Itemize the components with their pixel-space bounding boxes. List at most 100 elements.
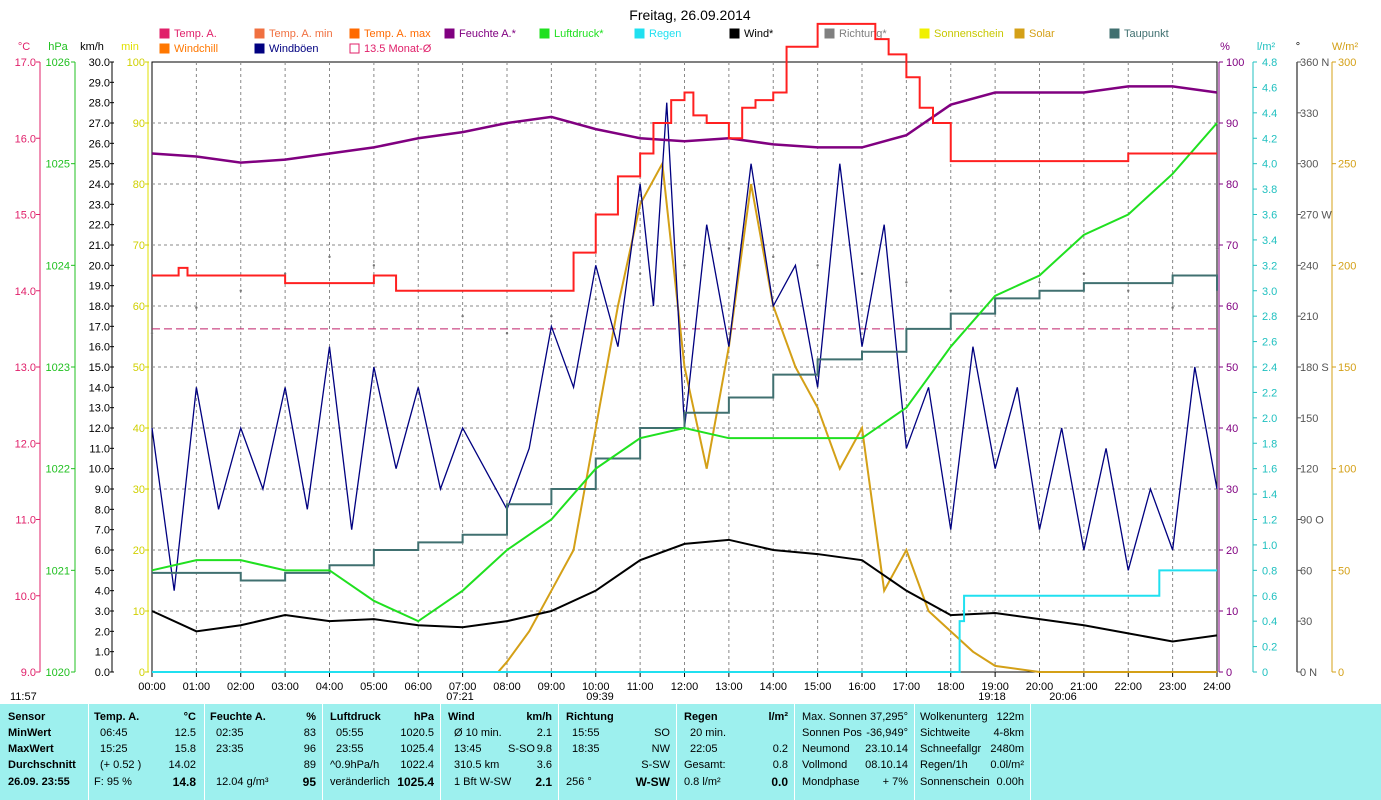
direction-point xyxy=(505,331,509,335)
rain-tick-label: 0.4 xyxy=(1262,616,1277,628)
fullmoon-label: Vollmond xyxy=(802,759,848,771)
chart-title: Freitag, 26.09.2014 xyxy=(629,7,751,23)
rain-tick-label: 1.0 xyxy=(1262,540,1277,552)
deg-tick-label: 60 xyxy=(1300,565,1312,577)
rain-tick-label: 2.0 xyxy=(1262,413,1277,425)
time-tick-label: 11:00 xyxy=(627,681,654,693)
humidity-max-time: 23:35 xyxy=(216,743,244,755)
temp-tick-label: 11.0 xyxy=(15,515,36,527)
right-axis-unit: % xyxy=(1220,41,1230,53)
temp-max-value: 15.8 xyxy=(174,743,196,755)
direction-point xyxy=(638,272,642,276)
legend-label: Temp. A. min xyxy=(269,28,333,40)
hpa-tick-label: 1026 xyxy=(46,57,70,69)
pressure-footer-label: veränderlich xyxy=(330,776,390,788)
pressure-min-value: 1020.5 xyxy=(400,727,434,739)
kmh-tick-label: 1.0 xyxy=(95,647,110,659)
pct-tick-label: 50 xyxy=(1226,362,1238,374)
direction-point xyxy=(461,314,464,318)
direction-point xyxy=(727,247,731,250)
rain-tick-label: 4.6 xyxy=(1262,82,1277,94)
sun-max-value: 37,295° xyxy=(869,711,908,723)
rain-total-label: Gesamt: xyxy=(684,759,726,771)
wind-max-value: 9.8 xyxy=(536,743,552,755)
kmh-tick-label: 2.0 xyxy=(95,626,110,638)
time-tick-label: 19:00 xyxy=(981,681,1009,693)
rain-r2-label: 22:05 xyxy=(690,743,718,755)
min-tick-label: 60 xyxy=(133,301,145,313)
rain-tick-label: 4.2 xyxy=(1262,133,1277,145)
right-axis-unit: W/m² xyxy=(1332,41,1359,53)
wind-distance: 310.5 km xyxy=(454,759,500,771)
humidity-max-value: 96 xyxy=(303,743,316,755)
time-tick-label: 04:00 xyxy=(316,681,344,693)
kmh-tick-label: 10.0 xyxy=(89,464,110,476)
pressure-avg-value: 1022.4 xyxy=(400,759,434,771)
time-tick-label: 20:00 xyxy=(1026,681,1054,693)
hpa-tick-label: 1024 xyxy=(46,260,70,272)
rain-tick-label: 0 xyxy=(1262,667,1268,679)
left-axis-unit: km/h xyxy=(80,41,104,53)
left-axis-unit: °C xyxy=(18,41,30,53)
deg-tick-label: 240 xyxy=(1300,260,1318,272)
kmh-tick-label: 4.0 xyxy=(95,586,110,598)
update-time: 11:57 xyxy=(10,691,37,703)
pressure-max-value: 1025.4 xyxy=(400,743,434,755)
deg-tick-label: 120 xyxy=(1300,464,1318,476)
time-tick-label: 10:00 xyxy=(582,681,610,693)
direction-point xyxy=(905,281,908,284)
wind-avg-value: 2.1 xyxy=(536,727,552,739)
temp-column: Temp. A. °C 06:45 12.5 15:25 15.8 (+ 0.5… xyxy=(88,704,204,800)
min-tick-label: 90 xyxy=(133,118,145,130)
pct-tick-label: 100 xyxy=(1226,57,1244,69)
left-axis-unit: hPa xyxy=(48,41,68,53)
time-tick-label: 23:00 xyxy=(1159,681,1187,693)
wm2-tick-label: 100 xyxy=(1338,464,1356,476)
divider xyxy=(88,704,89,800)
temp-tick-label: 16.0 xyxy=(15,133,36,145)
rain-line xyxy=(152,569,1217,673)
legend-label: Temp. A. xyxy=(174,28,217,40)
rain-tick-label: 1.6 xyxy=(1262,464,1277,476)
humidity-line xyxy=(151,85,1218,164)
dewpoint-line xyxy=(152,274,1218,582)
pct-tick-label: 80 xyxy=(1226,179,1238,191)
legend-label: Taupunkt xyxy=(1124,28,1169,40)
pressure-unit: hPa xyxy=(413,711,434,723)
humidity-unit: % xyxy=(306,711,316,723)
extra-column: Wolkenunterg 122m Sichtweite 4-8km Schne… xyxy=(914,704,1030,800)
wm2-tick-label: 50 xyxy=(1338,565,1350,577)
legend-swatch xyxy=(539,28,550,39)
hpa-tick-label: 1022 xyxy=(46,464,70,476)
temp-min-time: 06:45 xyxy=(100,727,128,739)
direction-column: Richtung 15:55 SO 18:35 NW S-SW 256 ° W-… xyxy=(558,704,676,800)
kmh-tick-label: 28.0 xyxy=(89,98,110,110)
divider xyxy=(322,704,323,800)
temp-avg-value: 14.02 xyxy=(168,759,196,771)
kmh-tick-label: 12.0 xyxy=(89,423,110,435)
rain-tick-label: 1.4 xyxy=(1262,489,1277,501)
legend-swatch xyxy=(824,28,835,39)
wind-max-time: 13:45 xyxy=(454,743,482,755)
temp-tick-label: 12.0 xyxy=(15,438,36,450)
legend-label: 13.5 Monat-Ø xyxy=(364,43,432,55)
time-tick-label: 21:00 xyxy=(1070,681,1098,693)
cloudbase-value: 122m xyxy=(996,711,1024,723)
humidity-min-time: 02:35 xyxy=(216,727,244,739)
weather-chart: Freitag, 26.09.2014 Temp. A. Temp. A. min T… xyxy=(10,7,1359,703)
kmh-tick-label: 13.0 xyxy=(89,403,110,415)
deg-tick-label: 300 xyxy=(1300,159,1318,171)
pct-tick-label: 60 xyxy=(1226,301,1238,313)
sunshine-label: Sonnenschein xyxy=(920,776,990,788)
rain-unit: l/m² xyxy=(768,711,788,723)
min-tick-label: 30 xyxy=(133,484,145,496)
direction-avg-value: S-SW xyxy=(641,759,670,771)
divider xyxy=(676,704,677,800)
kmh-tick-label: 15.0 xyxy=(89,362,110,374)
kmh-tick-label: 27.0 xyxy=(89,118,110,130)
temp-header: Temp. A. xyxy=(94,711,140,723)
rain-tick-label: 2.4 xyxy=(1262,362,1277,374)
time-tick-label: 14:00 xyxy=(759,681,787,693)
humidity-avg-value: 89 xyxy=(303,759,316,771)
